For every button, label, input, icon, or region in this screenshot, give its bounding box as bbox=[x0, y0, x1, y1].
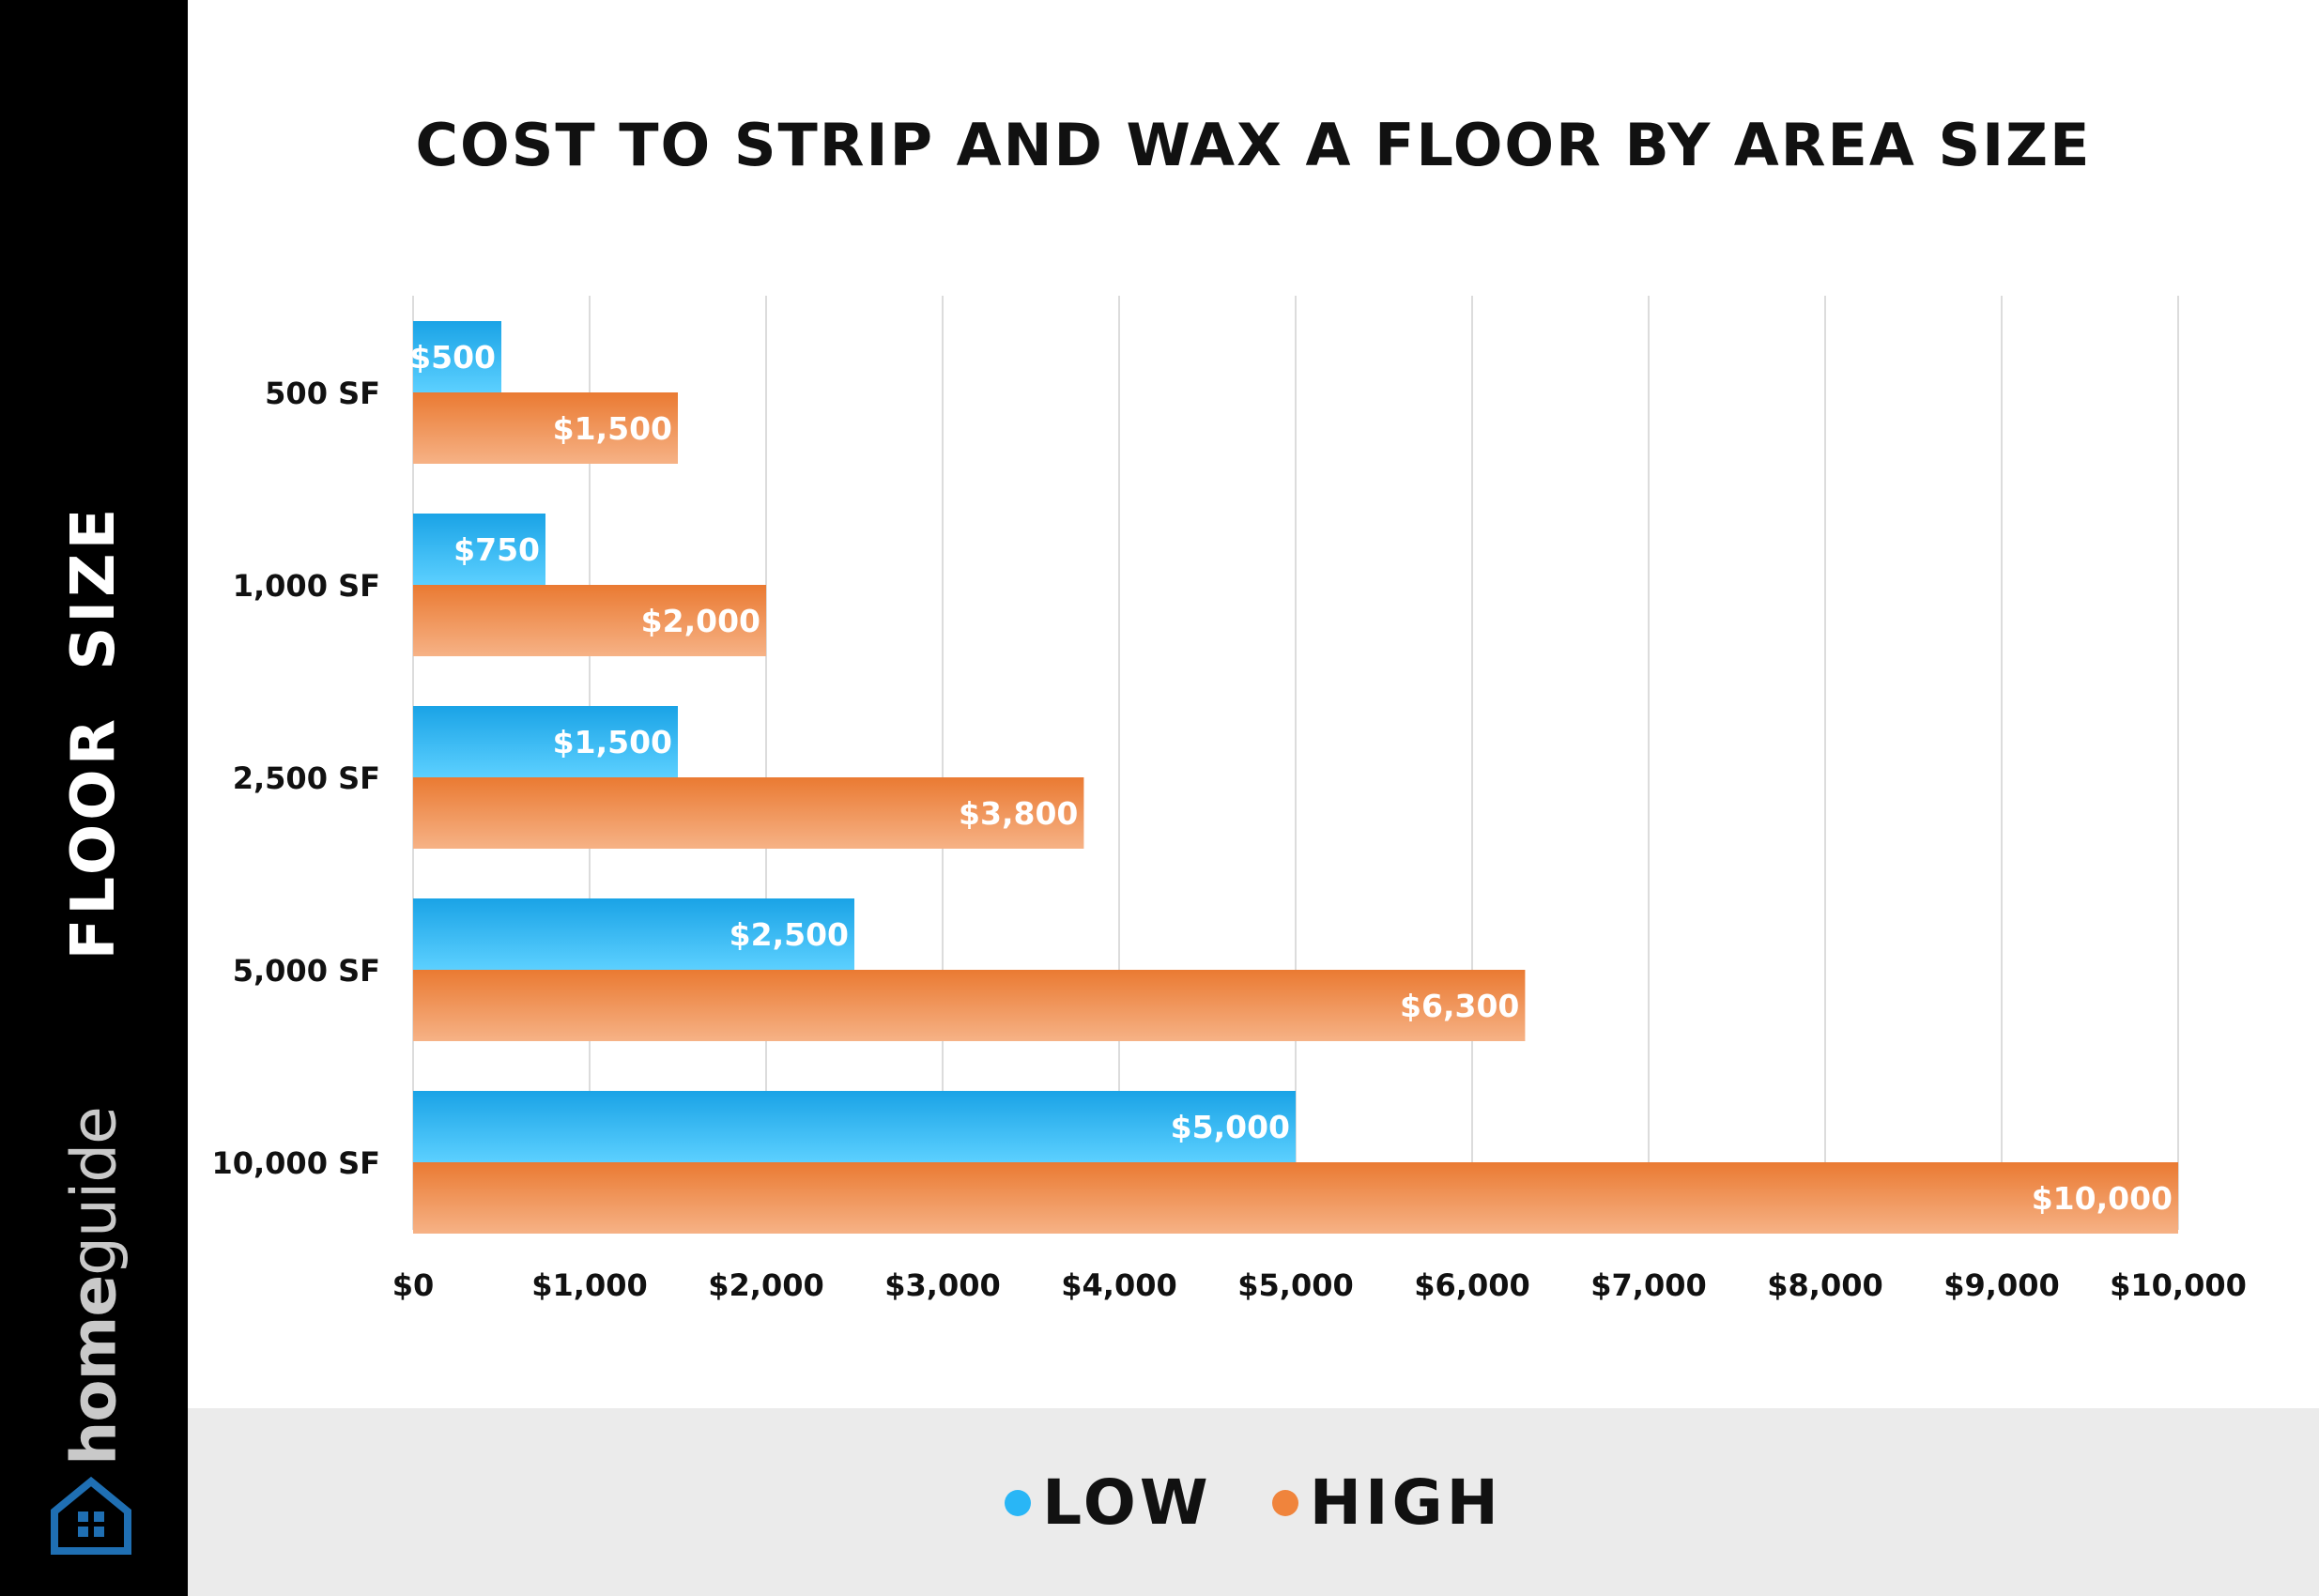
bar-value-label: $500 bbox=[409, 339, 496, 376]
x-tick-label: $10,000 bbox=[2110, 1267, 2247, 1303]
bar-low bbox=[413, 321, 501, 392]
legend-dot-low bbox=[1005, 1489, 1032, 1516]
brand-wordmark-part2: guide bbox=[57, 1107, 131, 1276]
bars bbox=[413, 321, 2178, 1234]
bar-value-label: $10,000 bbox=[2032, 1180, 2173, 1217]
bar-value-label: $1,500 bbox=[553, 724, 672, 760]
category-label: 2,500 SF bbox=[233, 760, 380, 796]
bar-high bbox=[413, 392, 678, 464]
bar-value-label: $5,000 bbox=[1171, 1109, 1290, 1145]
brand-wordmark-part1: home bbox=[57, 1275, 131, 1466]
bar-value-label: $750 bbox=[453, 531, 540, 568]
bar-value-label: $3,800 bbox=[959, 795, 1078, 832]
bar-value-label: $2,500 bbox=[729, 916, 849, 953]
category-label: 5,000 SF bbox=[233, 953, 380, 989]
x-tick-label: $0 bbox=[392, 1267, 435, 1303]
legend-item-high: HIGH bbox=[1271, 1466, 1502, 1539]
chart-title: COST TO STRIP AND WAX A FLOOR BY AREA SI… bbox=[415, 111, 2092, 179]
bar-low bbox=[413, 514, 545, 585]
x-tick-label: $8,000 bbox=[1767, 1267, 1882, 1303]
bar-high bbox=[413, 585, 766, 656]
legend-dot-high bbox=[1271, 1489, 1298, 1516]
x-tick-label: $5,000 bbox=[1237, 1267, 1353, 1303]
bar-value-label: $2,000 bbox=[641, 603, 760, 639]
category-labels: 500 SF 1,000 SF 2,500 SF 5,000 SF 10,000 SF bbox=[211, 376, 380, 1181]
category-label: 10,000 SF bbox=[211, 1145, 380, 1181]
x-tick-label: $1,000 bbox=[531, 1267, 647, 1303]
sidebar: FLOOR SIZE homeguide bbox=[0, 0, 188, 1596]
x-tick-label: $4,000 bbox=[1061, 1267, 1176, 1303]
bar-low bbox=[413, 1091, 1296, 1162]
x-tick-label: $2,000 bbox=[708, 1267, 823, 1303]
y-axis-title: FLOOR SIZE bbox=[59, 504, 129, 960]
data-labels: $500 $1,500 $750 $2,000 $1,500 $3,800 $2,500 $6… bbox=[409, 339, 2173, 1217]
bar-value-label: $6,300 bbox=[1400, 988, 1519, 1024]
legend-label-high: HIGH bbox=[1309, 1466, 1502, 1539]
bar-high bbox=[413, 777, 1084, 849]
brand-wordmark: homeguide bbox=[58, 1107, 131, 1465]
bar-value-label: $1,500 bbox=[553, 410, 672, 447]
category-label: 500 SF bbox=[265, 376, 380, 411]
bar-high bbox=[413, 1162, 2178, 1234]
x-tick-label: $3,000 bbox=[884, 1267, 1000, 1303]
x-tick-label: $9,000 bbox=[1943, 1267, 2059, 1303]
legend: LOW HIGH bbox=[188, 1466, 2319, 1539]
bar-low bbox=[413, 706, 678, 777]
legend-area: LOW HIGH bbox=[188, 1408, 2319, 1596]
house-grid-icon bbox=[51, 1476, 131, 1555]
x-tick-labels: $0 $1,000 $2,000 $3,000 $4,000 $5,000 $6,000 $7… bbox=[392, 1267, 2247, 1303]
x-tick-label: $7,000 bbox=[1590, 1267, 1706, 1303]
bar-chart: $500 $1,500 $750 $2,000 $1,500 $3,800 $2,500 $6… bbox=[211, 296, 2247, 1303]
category-label: 1,000 SF bbox=[233, 568, 380, 604]
x-tick-label: $6,000 bbox=[1414, 1267, 1529, 1303]
bar-high bbox=[413, 970, 1526, 1041]
legend-item-low: LOW bbox=[1005, 1466, 1212, 1539]
bar-low bbox=[413, 898, 854, 970]
legend-label-low: LOW bbox=[1042, 1466, 1212, 1539]
